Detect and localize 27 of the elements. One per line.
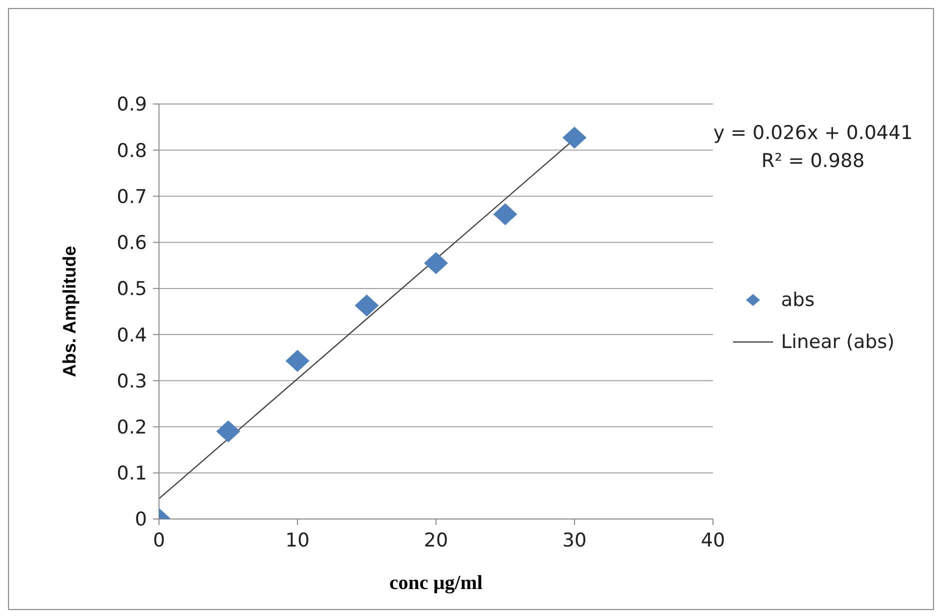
x-tick-label: 30 [562,529,587,552]
x-tick-label: 0 [152,529,166,552]
y-tick-label: 0.3 [116,370,147,392]
y-tick-label: 0.4 [116,324,147,346]
point [424,252,448,274]
y-tick-label: 0.8 [116,140,147,162]
point [562,126,586,149]
point [354,294,379,317]
point [493,203,518,226]
point [216,420,240,442]
y-tick-label: 0 [134,508,147,531]
text: R² = 0.988 [761,150,865,172]
y-tick-label: 0.5 [116,278,147,300]
y-axis-title: Abs. Amplitude [59,246,80,378]
point [286,350,310,372]
x-tick-label: 40 [700,529,726,552]
legend-label: Linear (abs) [781,331,895,353]
y-tick-label: 0.2 [116,416,147,439]
y-tick-label: 0.7 [116,186,147,208]
legend-label: abs [781,289,815,311]
x-axis-title: conc µg/ml [389,572,484,594]
x-tick-label: 20 [424,529,448,552]
x-tick-label: 10 [285,529,310,552]
y-tick-label: 0.9 [116,94,147,116]
y-tick-label: 0.1 [116,462,147,485]
text: y = 0.026x + 0.0441 [713,122,913,144]
y-tick-label: 0.6 [116,232,147,254]
